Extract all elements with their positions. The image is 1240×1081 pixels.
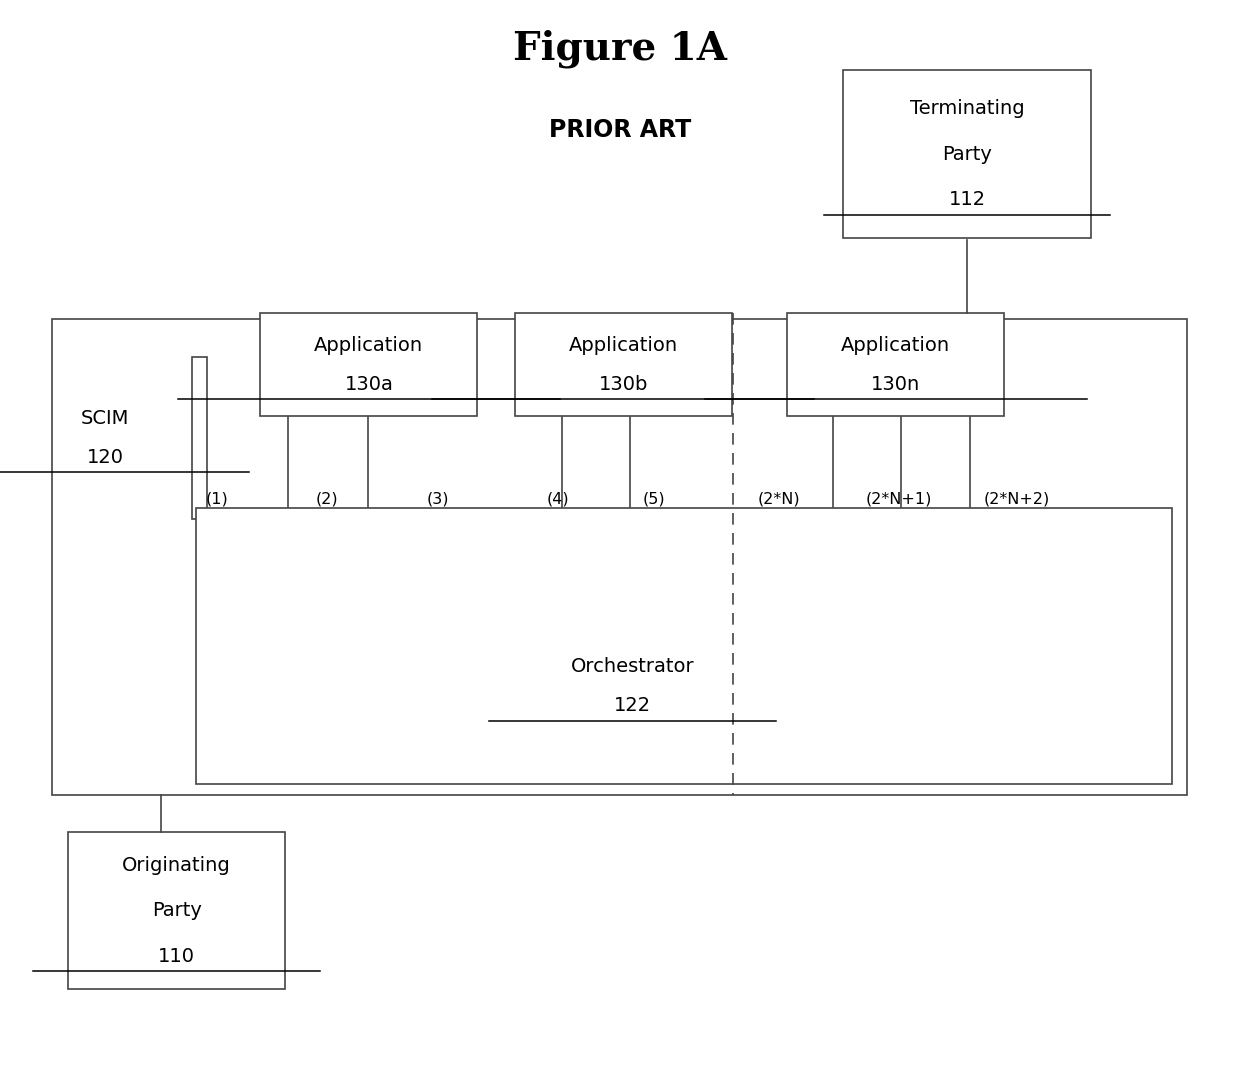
- Text: Orchestrator: Orchestrator: [570, 657, 694, 677]
- Text: SCIM: SCIM: [81, 409, 130, 428]
- Text: Application: Application: [841, 336, 951, 355]
- Bar: [787, 313, 1004, 416]
- Text: (2*N): (2*N): [758, 492, 800, 507]
- Text: 130n: 130n: [872, 375, 920, 393]
- Bar: [260, 313, 477, 416]
- Text: Originating: Originating: [123, 856, 231, 875]
- Text: 110: 110: [159, 947, 195, 965]
- Bar: [515, 313, 732, 416]
- Text: 130b: 130b: [599, 375, 647, 393]
- Text: 112: 112: [949, 190, 986, 209]
- Bar: [196, 508, 1172, 784]
- Text: (4): (4): [547, 492, 569, 507]
- Text: (2): (2): [316, 492, 339, 507]
- Bar: [68, 832, 285, 989]
- Text: Party: Party: [942, 145, 992, 163]
- Text: (2*N+2): (2*N+2): [983, 492, 1050, 507]
- Bar: [52, 319, 1187, 795]
- Text: 122: 122: [614, 696, 651, 716]
- Text: 120: 120: [87, 448, 124, 467]
- Text: Terminating: Terminating: [910, 99, 1024, 118]
- Text: (3): (3): [427, 492, 449, 507]
- Bar: [843, 70, 1091, 238]
- Text: Application: Application: [568, 336, 678, 355]
- Text: Party: Party: [151, 902, 202, 920]
- Bar: [192, 357, 207, 519]
- Text: Figure 1A: Figure 1A: [513, 29, 727, 68]
- Text: 130a: 130a: [345, 375, 393, 393]
- Text: PRIOR ART: PRIOR ART: [549, 118, 691, 142]
- Text: (5): (5): [642, 492, 665, 507]
- Text: (2*N+1): (2*N+1): [866, 492, 932, 507]
- Text: Application: Application: [314, 336, 424, 355]
- Text: (1): (1): [206, 492, 228, 507]
